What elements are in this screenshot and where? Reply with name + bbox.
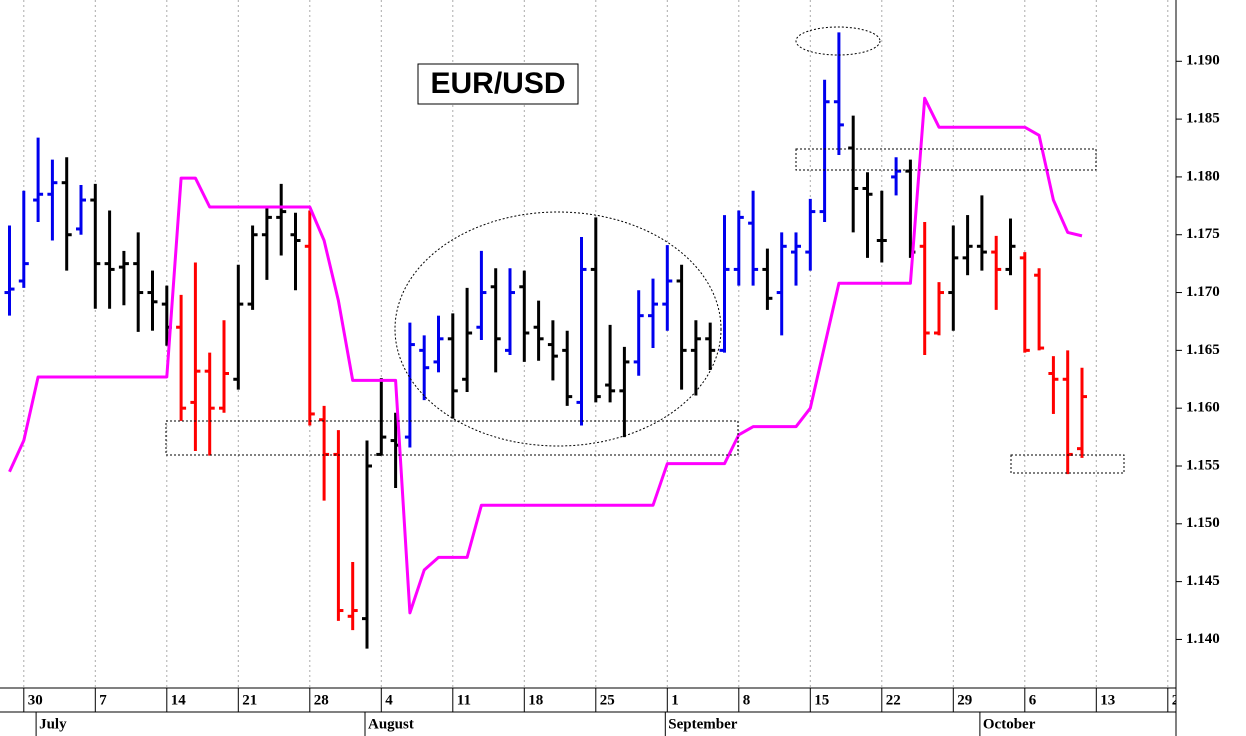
y-tick-label: 1.160 <box>1186 400 1220 416</box>
x-tick-label: 18 <box>528 692 543 708</box>
x-tick-labels: 30 7 14 21 28 4 11 18 25 1 8 15 22 29 6 13 20 <box>28 692 1187 708</box>
x-tick-label: 30 <box>28 692 43 708</box>
y-tick-label: 1.175 <box>1186 226 1220 242</box>
month-label: August <box>368 716 414 732</box>
x-tick-label: 14 <box>171 692 187 708</box>
x-tick-label: 4 <box>385 692 393 708</box>
month-label: October <box>983 716 1036 732</box>
annotation-ellipse <box>394 211 722 447</box>
marks <box>4 32 1087 649</box>
x-tick-label: 7 <box>99 692 107 708</box>
y-tick-label: 1.145 <box>1186 573 1220 589</box>
annotation-box <box>1010 454 1125 474</box>
annotation-ellipse <box>795 26 881 56</box>
y-tick-label: 1.155 <box>1186 457 1220 473</box>
x-tick-label: 11 <box>457 692 471 708</box>
x-tick-label: 25 <box>600 692 615 708</box>
x-tick-label: 21 <box>242 692 257 708</box>
month-label: July <box>39 716 67 732</box>
stop-line <box>8 96 1083 615</box>
y-tick-label: 1.165 <box>1186 342 1220 358</box>
y-tick-label: 1.170 <box>1186 284 1220 300</box>
month-label: September <box>668 716 737 732</box>
title-box <box>417 63 579 105</box>
x-tick-label: 29 <box>957 692 972 708</box>
x-tick-label: 8 <box>743 692 751 708</box>
y-tick-label: 1.150 <box>1186 515 1220 531</box>
x-tick-label: 28 <box>314 692 329 708</box>
x-tick-label: 13 <box>1100 692 1115 708</box>
y-tick-label: 1.140 <box>1186 631 1220 647</box>
x-tick-label: 1 <box>671 692 679 708</box>
y-tick-label: 1.190 <box>1186 53 1220 69</box>
y-tick-label: 1.185 <box>1186 111 1220 127</box>
annotation-box <box>795 148 1097 171</box>
x-tick-label: 15 <box>814 692 829 708</box>
x-tick-label: 22 <box>886 692 901 708</box>
x-tick-label: 20 <box>1172 692 1187 708</box>
x-tick-label: 6 <box>1029 692 1037 708</box>
annotation-box <box>165 420 739 456</box>
chart-title: EUR/USD <box>430 67 565 100</box>
y-tick-label: 1.180 <box>1186 168 1220 184</box>
